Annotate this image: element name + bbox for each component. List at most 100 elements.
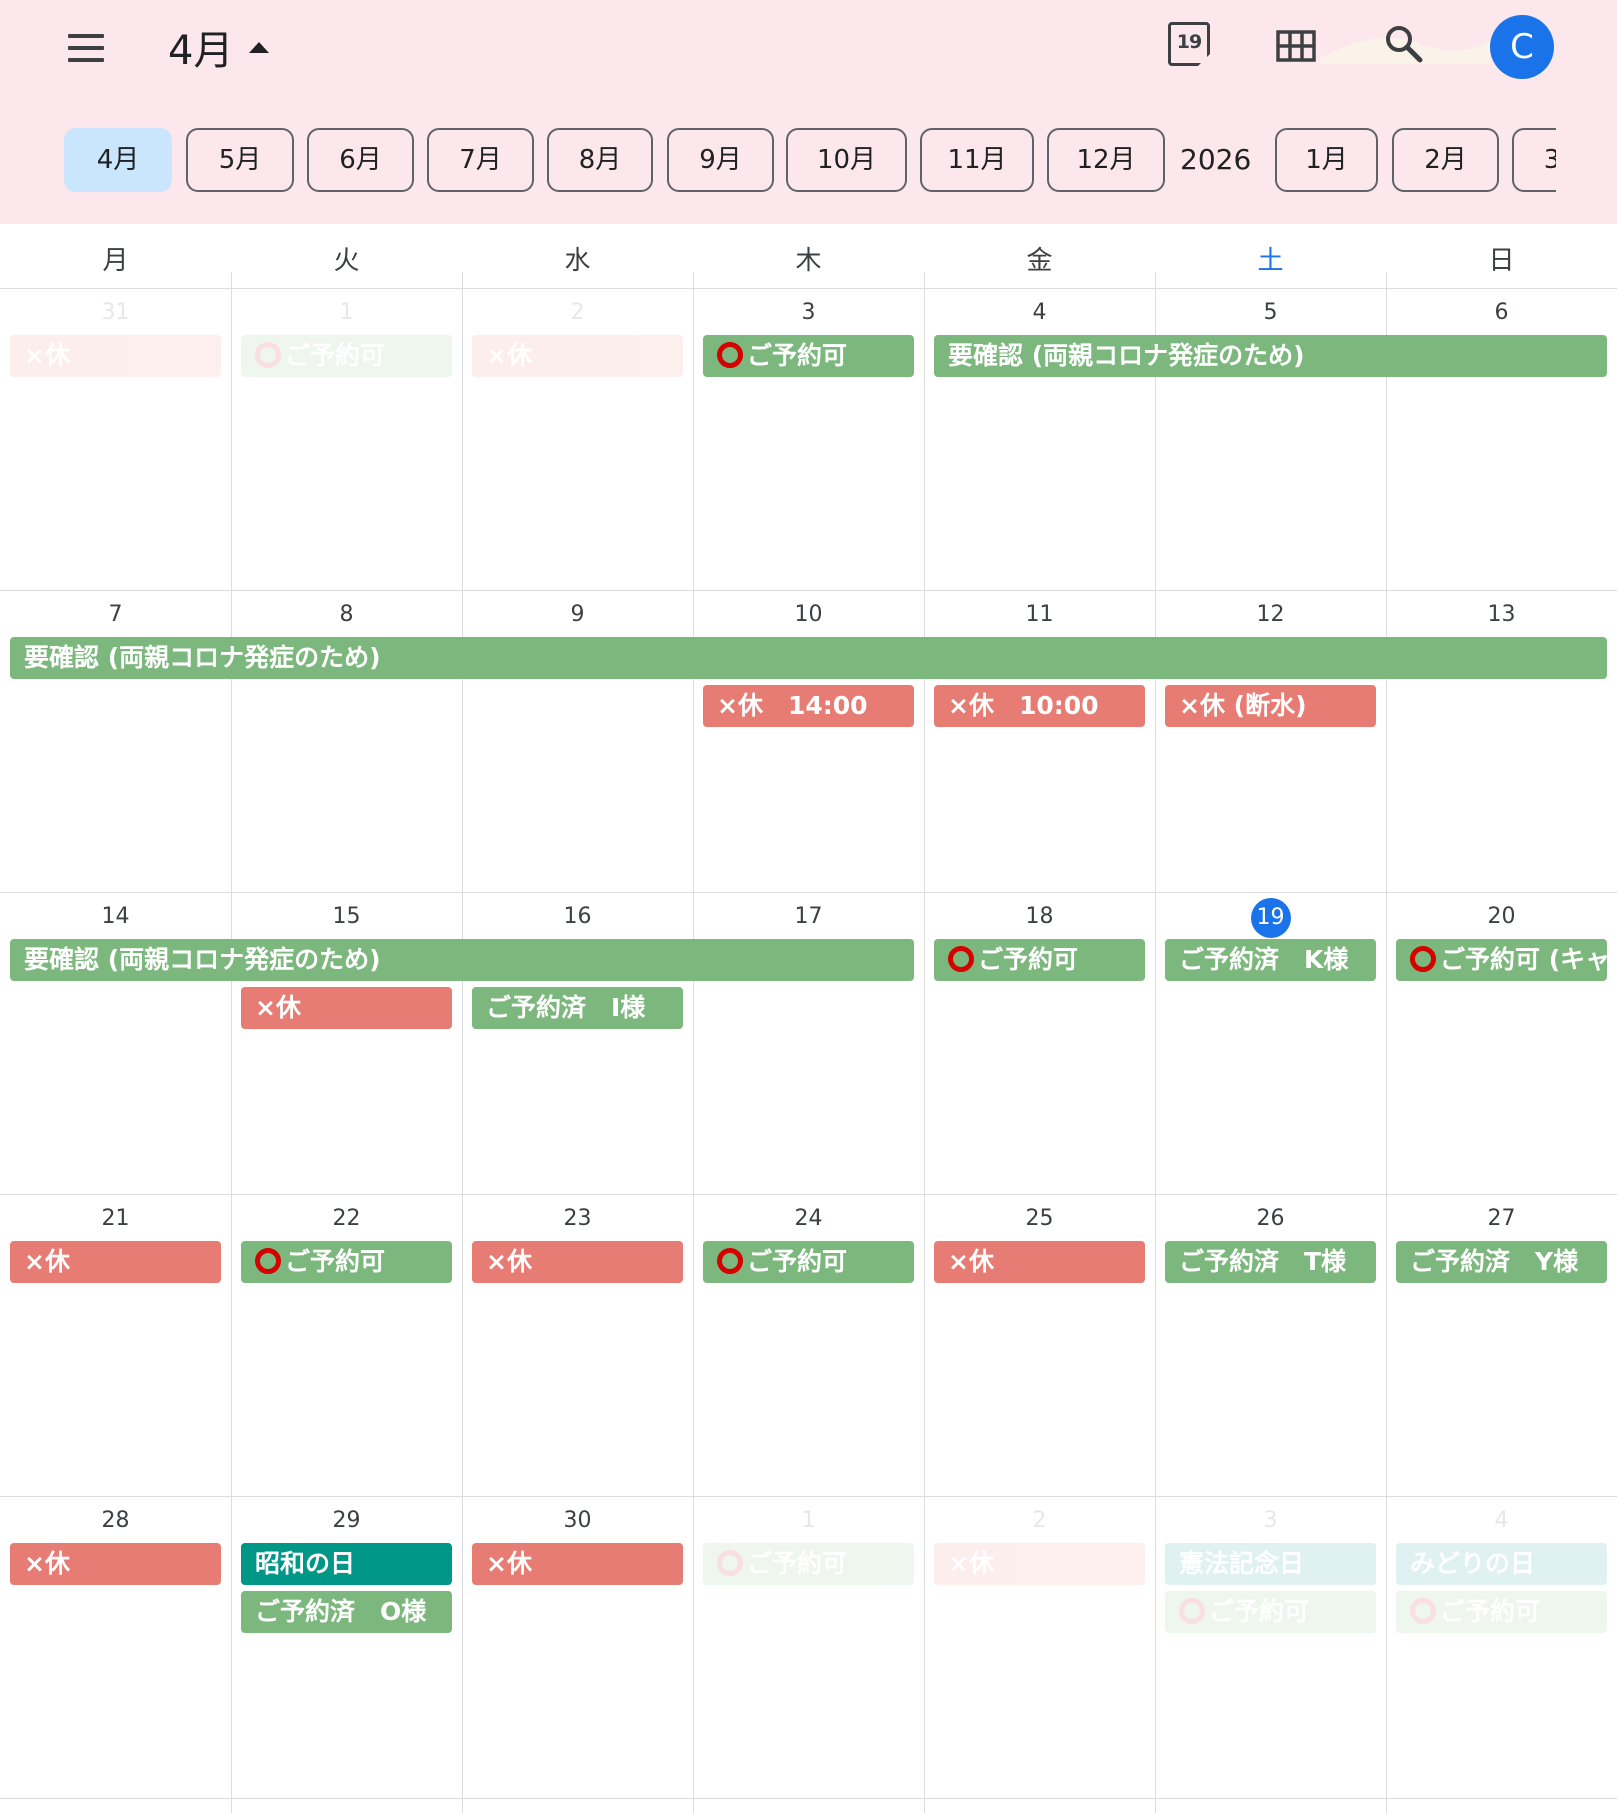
event-chip[interactable]: ご予約可 (934, 939, 1145, 981)
day-cell[interactable] (1155, 590, 1386, 892)
event-chip[interactable]: 要確認 (両親コロナ発症のため) (10, 939, 914, 981)
event-chip[interactable]: ×休 (472, 1241, 683, 1283)
event-chip[interactable]: ご予約可 (241, 335, 452, 377)
month-chip[interactable]: 12月 (1047, 128, 1165, 192)
event-chip[interactable]: ×休 (断水) (1165, 685, 1376, 727)
day-number: 1 (801, 1508, 816, 1533)
event-chip[interactable]: みどりの日 (1396, 1543, 1607, 1585)
event-chip[interactable]: ご予約済 O様 (241, 1591, 452, 1633)
event-chip[interactable]: ×休 (10, 1543, 221, 1585)
month-grid-icon[interactable] (1276, 30, 1316, 62)
day-cell[interactable] (693, 288, 924, 590)
day-number: 17 (794, 904, 823, 929)
account-avatar[interactable]: C (1490, 15, 1554, 79)
day-cell[interactable] (462, 590, 693, 892)
day-cell[interactable] (0, 590, 231, 892)
day-cell[interactable] (924, 590, 1155, 892)
day-cell[interactable] (0, 288, 231, 590)
day-cell[interactable] (1386, 892, 1617, 1194)
month-chip[interactable]: 1月 (1275, 128, 1378, 192)
day-cell[interactable] (693, 892, 924, 1194)
day-cell[interactable] (1386, 288, 1617, 590)
event-chip[interactable]: ご予約済 T様 (1165, 1241, 1376, 1283)
event-chip[interactable]: ×休 (472, 335, 683, 377)
day-cell[interactable] (1155, 288, 1386, 590)
day-cell[interactable] (231, 892, 462, 1194)
weekday-label: 土 (1257, 246, 1284, 276)
today-day-number: 19 (1250, 898, 1291, 938)
event-title: ×休 14:00 (717, 691, 868, 720)
day-cell[interactable] (462, 288, 693, 590)
day-cell[interactable] (231, 1496, 462, 1798)
day-cell[interactable] (1386, 590, 1617, 892)
day-cell[interactable] (1386, 1194, 1617, 1496)
month-chip[interactable]: 5月 (186, 128, 294, 192)
month-chip[interactable]: 8月 (547, 128, 653, 192)
today-calendar-icon[interactable]: 19 (1168, 22, 1211, 67)
event-chip[interactable]: ご予約可 (1165, 1591, 1376, 1633)
day-number: 3 (1263, 1508, 1278, 1533)
day-cell[interactable] (1386, 1496, 1617, 1798)
day-cell[interactable] (1155, 1194, 1386, 1496)
event-chip[interactable]: 要確認 (両親コロナ発症のため) (10, 637, 1607, 679)
day-cell[interactable] (0, 1194, 231, 1496)
day-cell[interactable] (462, 892, 693, 1194)
event-chip[interactable]: ×休 14:00 (703, 685, 914, 727)
month-chip[interactable]: 7月 (427, 128, 534, 192)
event-chip[interactable]: ×休 (10, 335, 221, 377)
month-selector[interactable]: 4月 (168, 18, 270, 76)
day-cell[interactable] (462, 1496, 693, 1798)
day-number: 6 (1494, 300, 1509, 325)
event-chip[interactable]: ご予約済 I様 (472, 987, 683, 1029)
event-chip[interactable]: ×休 (934, 1543, 1145, 1585)
day-cell[interactable] (231, 288, 462, 590)
search-icon[interactable] (1384, 24, 1424, 64)
day-cell[interactable] (924, 892, 1155, 1194)
event-chip[interactable]: ×休 (10, 1241, 221, 1283)
day-cell[interactable] (693, 1194, 924, 1496)
menu-icon[interactable] (64, 28, 108, 68)
day-cell[interactable] (924, 1194, 1155, 1496)
event-chip[interactable]: ×休 (472, 1543, 683, 1585)
event-chip[interactable]: ご予約可 (キャ (1396, 939, 1607, 981)
day-number: 9 (570, 602, 585, 627)
event-chip[interactable]: 憲法記念日 (1165, 1543, 1376, 1585)
event-title: ご予約可 (747, 1247, 848, 1276)
event-chip[interactable]: ご予約済 Y様 (1396, 1241, 1607, 1283)
month-chip[interactable]: 10月 (786, 128, 907, 192)
month-chip[interactable]: 6月 (307, 128, 414, 192)
event-chip[interactable]: ご予約済 K様 (1165, 939, 1376, 981)
day-number: 2 (570, 300, 585, 325)
day-cell[interactable] (924, 288, 1155, 590)
day-cell[interactable] (693, 1496, 924, 1798)
day-cell[interactable] (693, 590, 924, 892)
event-chip[interactable]: ご予約可 (1396, 1591, 1607, 1633)
event-chip[interactable]: ご予約可 (241, 1241, 452, 1283)
event-chip[interactable]: ×休 (934, 1241, 1145, 1283)
decorative-swoosh (1320, 37, 1490, 64)
day-cell[interactable] (462, 1194, 693, 1496)
month-chip[interactable]: 3 (1512, 128, 1556, 192)
event-chip[interactable]: ×休 10:00 (934, 685, 1145, 727)
weekday-label: 日 (1488, 246, 1515, 276)
event-chip[interactable]: ×休 (241, 987, 452, 1029)
day-cell[interactable] (0, 1496, 231, 1798)
month-chip[interactable]: 11月 (920, 128, 1034, 192)
month-chip[interactable]: 9月 (667, 128, 774, 192)
event-chip[interactable]: ご予約可 (703, 1241, 914, 1283)
month-chip[interactable]: 4月 (64, 128, 172, 192)
event-chip[interactable]: ご予約可 (703, 335, 914, 377)
month-title: 4月 (168, 28, 234, 74)
event-chip[interactable]: 昭和の日 (241, 1543, 452, 1585)
day-cell[interactable] (231, 1194, 462, 1496)
day-cell[interactable] (1155, 1496, 1386, 1798)
event-chip[interactable]: 要確認 (両親コロナ発症のため) (934, 335, 1607, 377)
day-cell[interactable] (231, 590, 462, 892)
weekday-divider (693, 272, 694, 288)
event-chip[interactable]: ご予約可 (703, 1543, 914, 1585)
month-chip[interactable]: 2月 (1392, 128, 1499, 192)
day-cell[interactable] (924, 1496, 1155, 1798)
day-cell[interactable] (0, 892, 231, 1194)
event-title: ×休 (948, 1549, 994, 1578)
day-number: 28 (101, 1508, 130, 1533)
